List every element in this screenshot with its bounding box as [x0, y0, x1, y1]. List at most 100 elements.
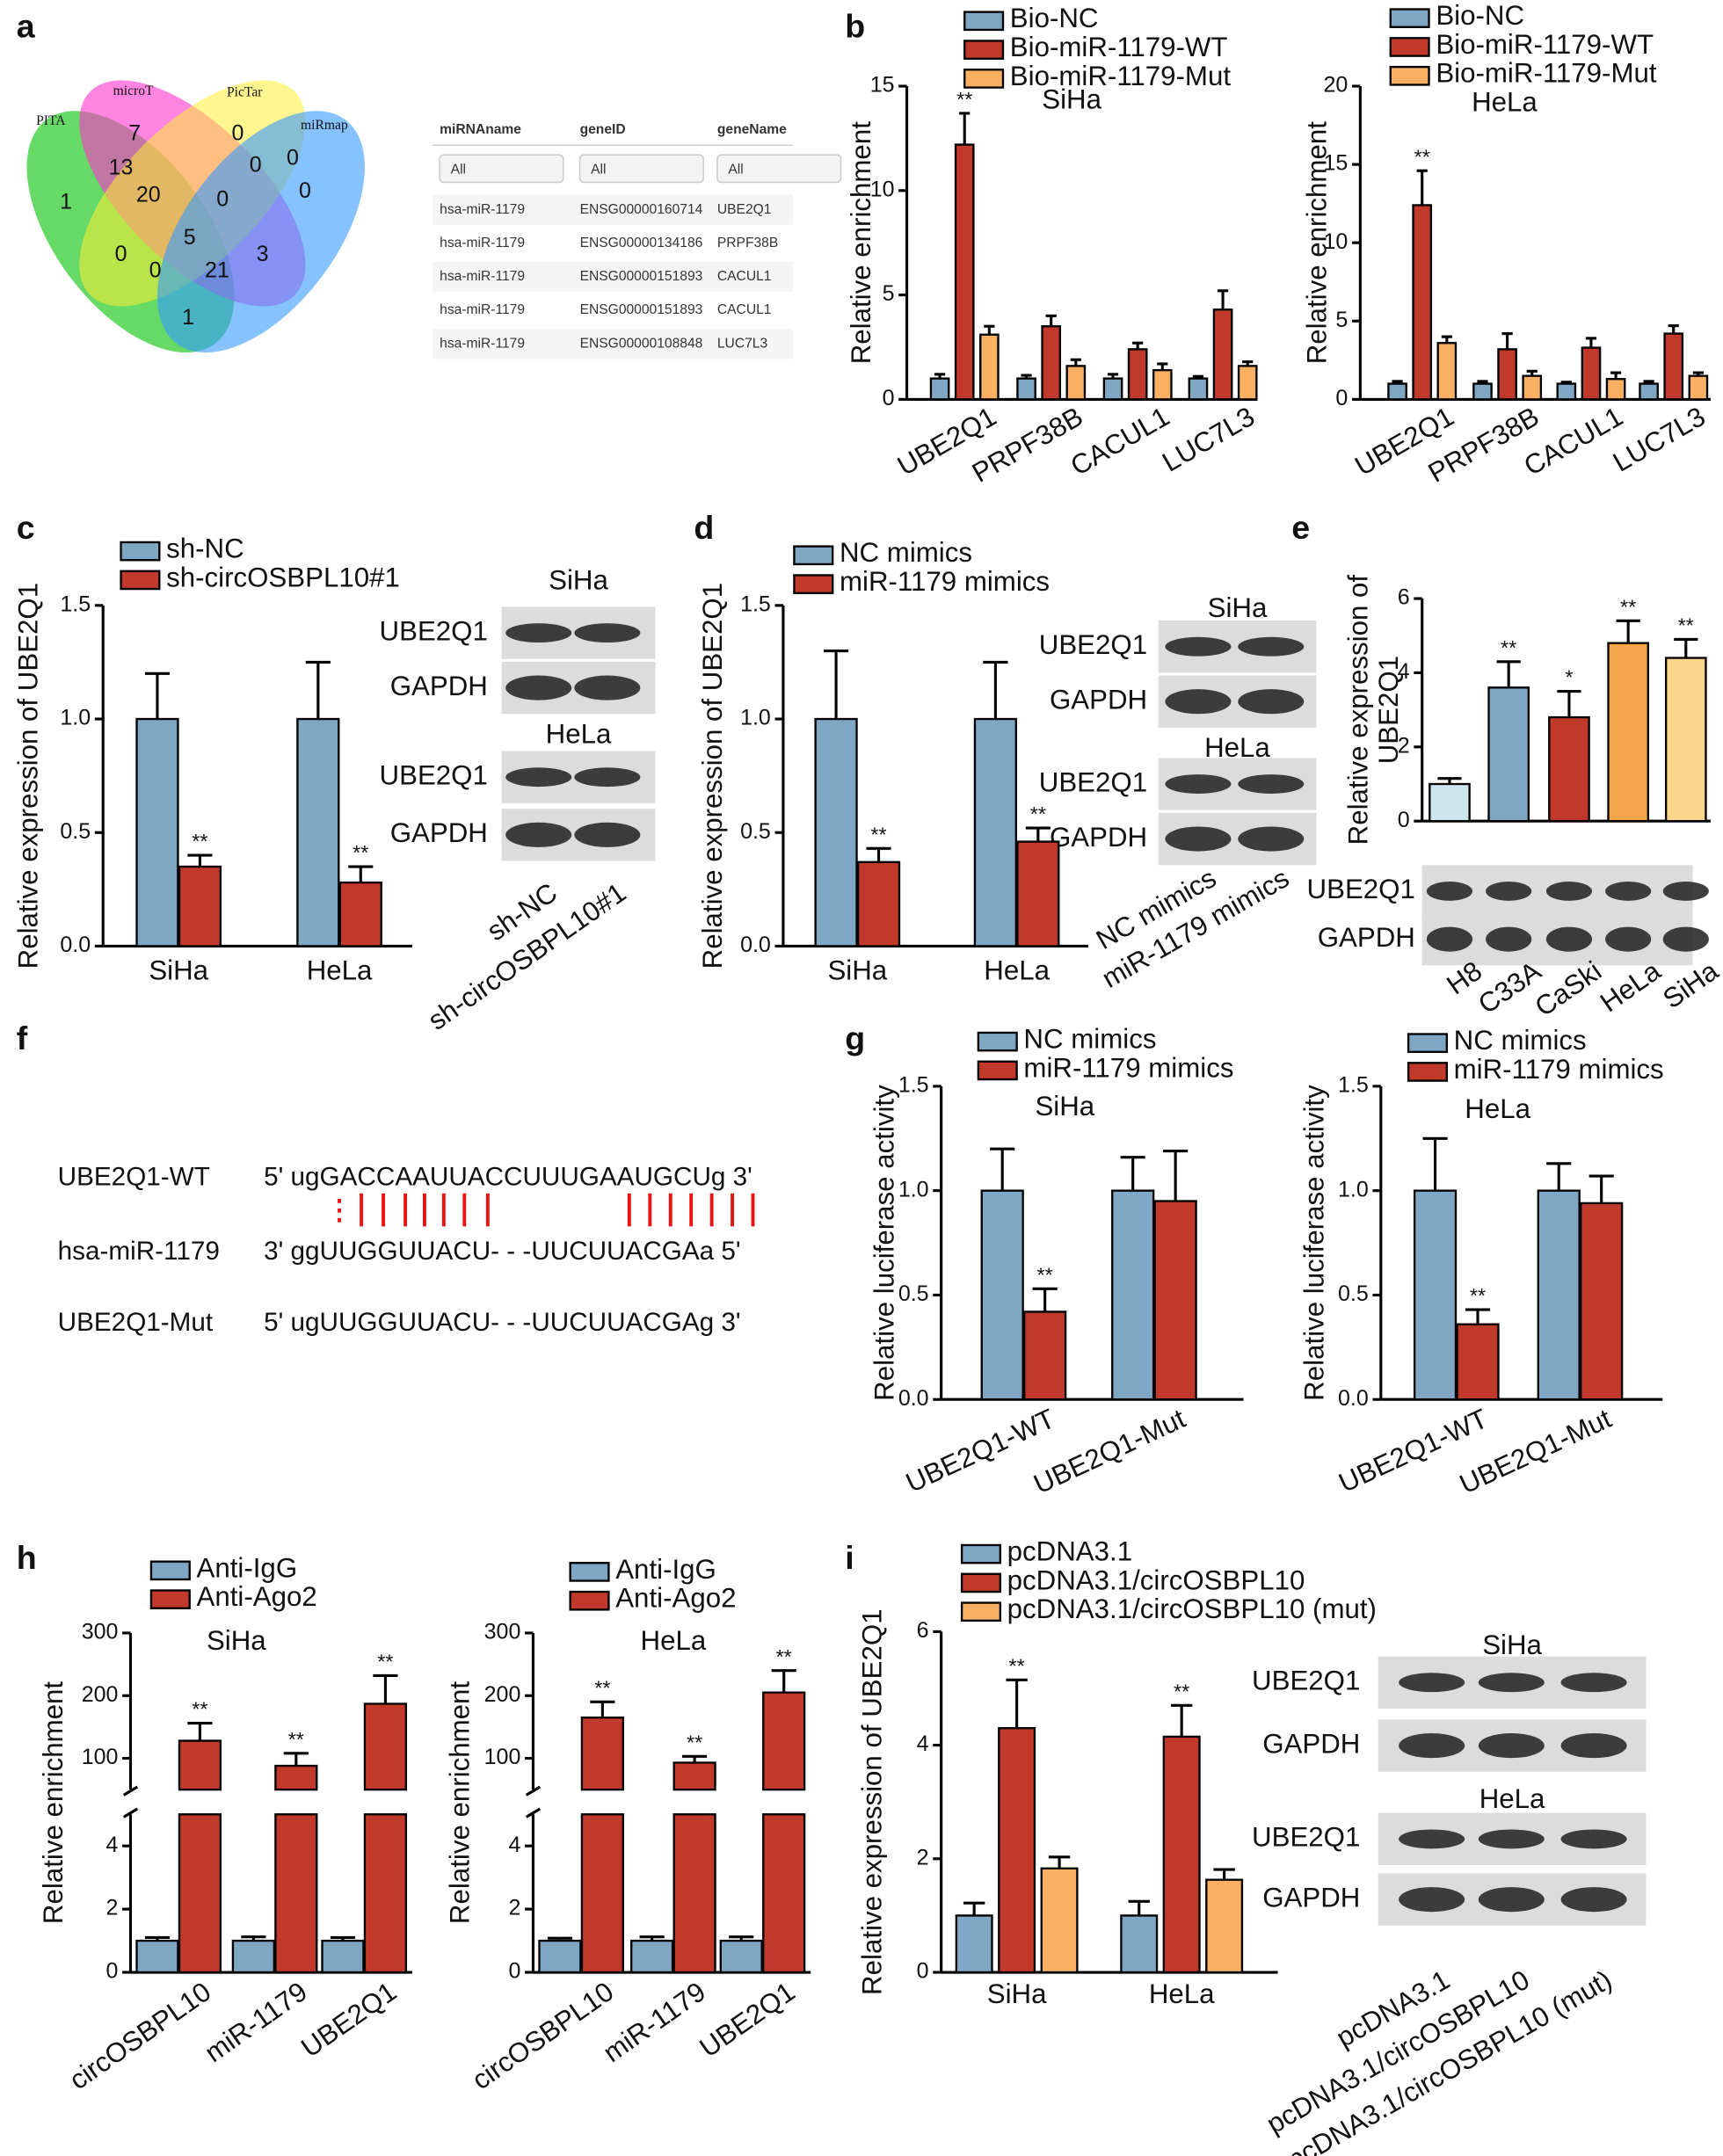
chart-title: SiHa [207, 1625, 266, 1656]
bar [296, 717, 340, 947]
blot-protein-label: UBE2Q1 [380, 759, 488, 790]
filter-box[interactable] [439, 154, 564, 184]
significance: ** [377, 1651, 393, 1673]
legend-swatch [963, 69, 1005, 89]
venn-count: 0 [287, 145, 299, 170]
table-cell: hsa-miR-1179 [440, 302, 525, 317]
table-cell: PRPF38B [717, 236, 778, 250]
blot-band [1662, 926, 1709, 952]
axis-break [122, 1807, 139, 1818]
blot-band [1605, 926, 1652, 952]
bar [1412, 204, 1433, 401]
bar [1102, 377, 1123, 401]
y-tick-label: 0.5 [898, 1281, 929, 1306]
y-tick-label: 5 [1335, 308, 1348, 332]
legend-swatch [569, 1562, 610, 1582]
legend-label: Bio-miR-1179-WT [1010, 32, 1228, 62]
table-cell: hsa-miR-1179 [440, 336, 525, 351]
blot-band [1486, 926, 1532, 952]
y-tick-label: 2 [917, 1845, 929, 1869]
table-cell: LUC7L3 [717, 336, 767, 351]
bar [1429, 782, 1471, 823]
table-cell: CACUL1 [717, 269, 772, 284]
blot-band [1165, 636, 1232, 657]
panel-label: e [1291, 509, 1310, 546]
table-cell: ENSG00000151893 [580, 302, 703, 317]
venn-count: 0 [231, 120, 244, 145]
bar [363, 1702, 408, 1791]
legend-label: Bio-NC [1436, 0, 1524, 31]
y-tick-label: 10 [1323, 229, 1348, 254]
venn-set-label: PicTar [227, 84, 263, 99]
bar [1111, 1189, 1155, 1401]
bar [1212, 309, 1233, 401]
y-axis-label: Relative expression of UBE2Q1 [13, 583, 44, 969]
venn-set-label: miRmap [301, 118, 348, 133]
bar [231, 1939, 275, 1974]
legend-swatch [120, 570, 161, 591]
blot-band [505, 767, 572, 788]
y-axis-label: Relative luciferase activity [869, 1085, 899, 1401]
legend-swatch [963, 11, 1005, 32]
filter-box[interactable] [578, 154, 705, 184]
significance: ** [1470, 1284, 1486, 1307]
venn-ellipse [79, 80, 306, 307]
bar [1548, 715, 1590, 823]
blot-band [1426, 926, 1473, 952]
venn-set-label: PITA [36, 113, 66, 128]
bar [1040, 1867, 1079, 1974]
table-cell: ENSG00000160714 [580, 202, 703, 217]
table-cell: hsa-miR-1179 [440, 236, 525, 250]
y-tick-label: 1.0 [1338, 1177, 1369, 1201]
venn-set-label: microT [113, 83, 154, 98]
significance: ** [1414, 145, 1430, 168]
table-cell: hsa-miR-1179 [440, 269, 525, 284]
blot-protein-label: GAPDH [1050, 684, 1147, 715]
venn-count: 0 [250, 152, 262, 177]
y-tick-label: 15 [870, 73, 895, 98]
y-tick-label: 0 [917, 1959, 929, 1984]
blot-band [1238, 689, 1305, 715]
filter-box[interactable] [716, 154, 842, 184]
y-axis-label: Relative expression of [1343, 575, 1374, 846]
y-tick-label: 6 [917, 1618, 929, 1643]
axis-break [525, 1807, 542, 1818]
venn-count: 20 [136, 183, 161, 207]
significance: ** [776, 1645, 792, 1668]
legend-label: NC mimics [1023, 1024, 1156, 1055]
y-tick-label: 2 [106, 1896, 119, 1920]
y-tick-label: 0.5 [1338, 1281, 1369, 1306]
panel-label: g [845, 1020, 865, 1056]
blot-band [1545, 926, 1593, 952]
significance: ** [687, 1731, 702, 1753]
table-header: miRNAname [440, 122, 521, 137]
x-tick-label: SiHa [987, 1978, 1047, 2009]
panel-label: b [845, 7, 865, 44]
blot-band [1238, 774, 1305, 794]
blot-protein-label: GAPDH [390, 671, 488, 701]
legend-label: pcDNA3.1 [1007, 1536, 1132, 1567]
blot-band [1560, 1733, 1627, 1759]
y-tick-label: 2 [1398, 733, 1410, 758]
bar [973, 717, 1018, 947]
blot-band [1662, 881, 1709, 901]
blot-protein-label: UBE2Q1 [380, 615, 488, 646]
bar [1152, 368, 1173, 401]
alignment-seq: 5' ugUUGGUUACU- - -UUCUUACGAg 3' [264, 1308, 740, 1337]
legend-label: Anti-IgG [615, 1554, 716, 1585]
y-tick-label: 10 [870, 177, 895, 201]
significance: ** [353, 841, 368, 864]
bar [954, 143, 975, 401]
y-tick-label: 5 [883, 281, 895, 306]
legend-label: miR-1179 mimics [1023, 1052, 1233, 1083]
table-cell: ENSG00000108848 [580, 336, 703, 351]
chart-title: SiHa [1035, 1091, 1094, 1122]
axis-break [122, 1785, 139, 1797]
y-axis-label: Relative luciferase activity [1299, 1085, 1330, 1401]
blot-band [1426, 881, 1473, 901]
blot-protein-label: UBE2Q1 [1039, 766, 1147, 797]
legend-swatch [960, 1601, 1002, 1622]
legend-label: miR-1179 mimics [840, 566, 1050, 597]
bar [1016, 840, 1060, 947]
